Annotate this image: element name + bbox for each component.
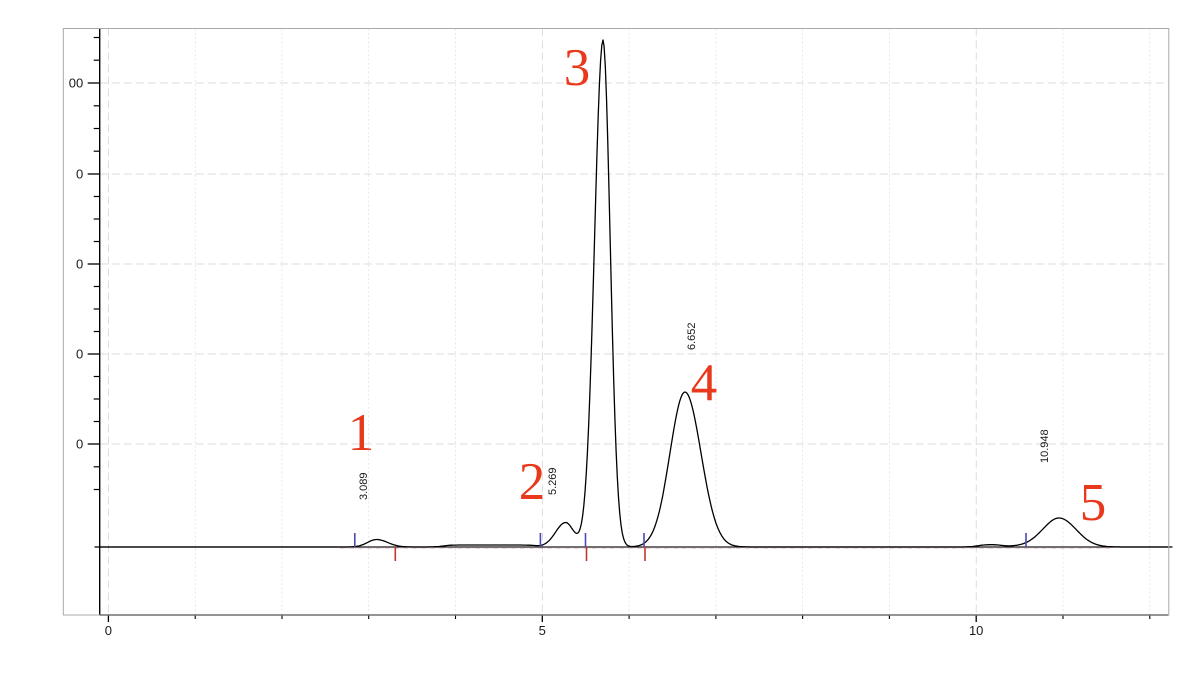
svg-text:1: 1: [348, 404, 375, 462]
svg-text:5: 5: [539, 623, 546, 638]
svg-text:0: 0: [105, 623, 112, 638]
svg-text:5: 5: [1080, 474, 1107, 532]
svg-text:3.089: 3.089: [358, 472, 370, 500]
svg-text:00: 00: [69, 76, 83, 91]
svg-text:10: 10: [969, 623, 983, 638]
svg-text:0: 0: [76, 167, 83, 182]
svg-text:10.948: 10.948: [1039, 429, 1051, 463]
svg-text:6.652: 6.652: [686, 322, 698, 350]
svg-text:4: 4: [691, 354, 718, 412]
svg-text:0: 0: [76, 257, 83, 272]
svg-text:5.269: 5.269: [547, 467, 559, 495]
svg-text:3: 3: [564, 39, 591, 97]
svg-text:2: 2: [519, 453, 546, 511]
svg-text:0: 0: [76, 347, 83, 362]
svg-text:0: 0: [76, 437, 83, 452]
